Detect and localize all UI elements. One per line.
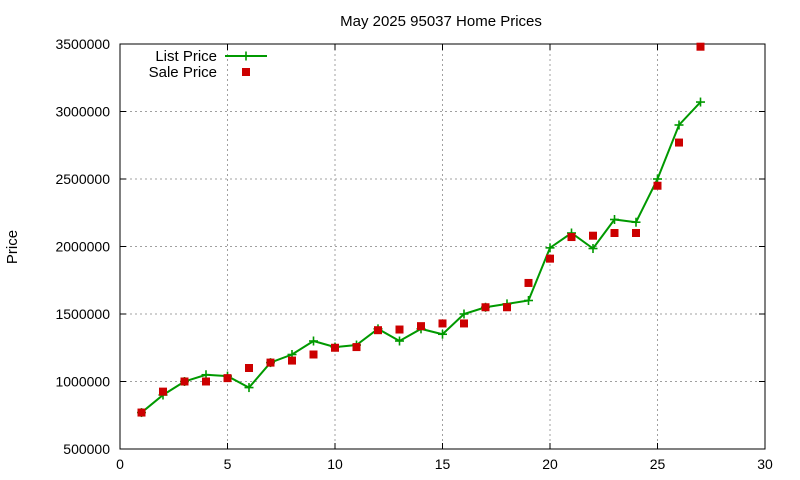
series-marks [137,42,705,418]
sale-price-point [202,377,210,386]
x-tick-label: 5 [224,456,232,472]
y-tick-label: 2500000 [55,171,110,187]
x-tick-label: 0 [116,456,124,472]
sale-price-point [309,350,318,359]
sale-price-point [675,138,683,147]
list-price-point [438,329,447,339]
sale-price-point [696,42,705,51]
sale-price-point [245,364,253,372]
sale-price-point [180,377,189,386]
sale-price-point [395,325,404,334]
sale-price-point [266,358,275,367]
sale-price-point [567,233,576,242]
y-tick-label: 3500000 [55,36,110,52]
sale-price-point [417,322,425,331]
list-price-point [631,217,641,227]
sale-price-point [589,231,597,240]
sale-price-point [159,387,167,396]
sale-price-point [546,254,554,263]
sale-price-point [438,319,447,328]
x-tick-label: 25 [650,456,666,472]
list-price-point [545,243,555,253]
y-tick-label: 1000000 [55,374,110,390]
x-tick-label: 10 [327,456,343,472]
y-tick-label: 1500000 [55,306,110,322]
y-tick-label: 2000000 [55,239,110,255]
sale-price-point [223,374,232,383]
y-tick-label: 500000 [63,441,110,457]
sale-price-point [331,343,339,352]
sale-price-point [288,356,296,365]
y-tick-label: 3000000 [55,104,110,120]
chart-title: May 2025 95037 Home Prices [340,13,542,30]
list-price-point [244,383,254,393]
list-price-line [140,101,702,414]
legend-swatch-marker [242,68,250,76]
sale-price-point [481,303,490,312]
x-tick-label: 15 [435,456,451,472]
grid-lines [120,44,765,449]
list-price-point [610,215,619,224]
list-price-point [395,336,404,346]
list-price-point [309,336,318,346]
sale-price-point [503,303,511,312]
list-price-point [696,97,705,107]
sale-price-point [524,278,533,287]
sale-price-point [352,343,361,352]
legend-swatch-marker [241,51,251,61]
x-tick-label: 30 [757,456,773,472]
sale-price-point [374,326,382,335]
legend-label: Sale Price [149,64,217,81]
sale-price-point [610,229,619,237]
sale-price-point [632,229,640,237]
sale-price-point [137,408,146,417]
sale-price-point [460,319,468,328]
list-price-point [588,244,598,254]
x-tick-label: 20 [542,456,558,472]
list-price-point [459,309,469,319]
legend-label: List Price [155,48,217,65]
sale-price-point [653,181,662,190]
list-price-point [524,296,533,305]
axis-ticks: 0 5 10 15 20 25 30 500000 1000000 1500000 2000000 2… [55,36,773,472]
y-axis-label: Price [4,230,21,264]
list-price-point [674,120,684,130]
